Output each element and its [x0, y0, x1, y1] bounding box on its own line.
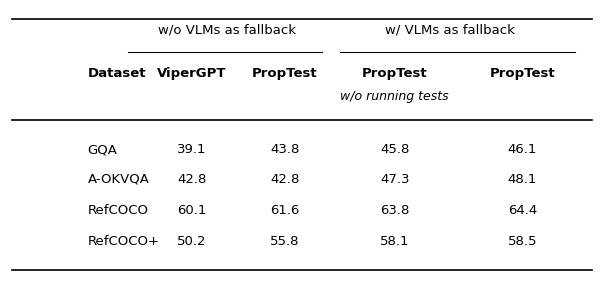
- Text: 58.1: 58.1: [380, 235, 410, 248]
- Text: PropTest: PropTest: [252, 67, 318, 80]
- Text: RefCOCO: RefCOCO: [88, 204, 149, 217]
- Text: 64.4: 64.4: [508, 204, 537, 217]
- Text: PropTest: PropTest: [362, 67, 428, 80]
- Text: RefCOCO+: RefCOCO+: [88, 235, 159, 248]
- Text: 47.3: 47.3: [380, 173, 410, 186]
- Text: 45.8: 45.8: [380, 143, 410, 156]
- Text: ViperGPT: ViperGPT: [157, 67, 226, 80]
- Text: 55.8: 55.8: [270, 235, 300, 248]
- Text: GQA: GQA: [88, 143, 117, 156]
- Text: Dataset: Dataset: [88, 67, 146, 80]
- Text: 43.8: 43.8: [270, 143, 300, 156]
- Text: w/ VLMs as fallback: w/ VLMs as fallback: [385, 23, 515, 36]
- Text: 61.6: 61.6: [270, 204, 300, 217]
- Text: PropTest: PropTest: [489, 67, 555, 80]
- Text: A-OKVQA: A-OKVQA: [88, 173, 149, 186]
- Text: w/o VLMs as fallback: w/o VLMs as fallback: [158, 23, 295, 36]
- Text: w/o running tests: w/o running tests: [341, 90, 449, 103]
- Text: 50.2: 50.2: [177, 235, 207, 248]
- Text: 42.8: 42.8: [177, 173, 207, 186]
- Text: 48.1: 48.1: [507, 173, 537, 186]
- Text: 63.8: 63.8: [380, 204, 410, 217]
- Text: 42.8: 42.8: [270, 173, 300, 186]
- Text: 39.1: 39.1: [177, 143, 207, 156]
- Text: 46.1: 46.1: [507, 143, 537, 156]
- Text: 58.5: 58.5: [507, 235, 537, 248]
- Text: 60.1: 60.1: [177, 204, 207, 217]
